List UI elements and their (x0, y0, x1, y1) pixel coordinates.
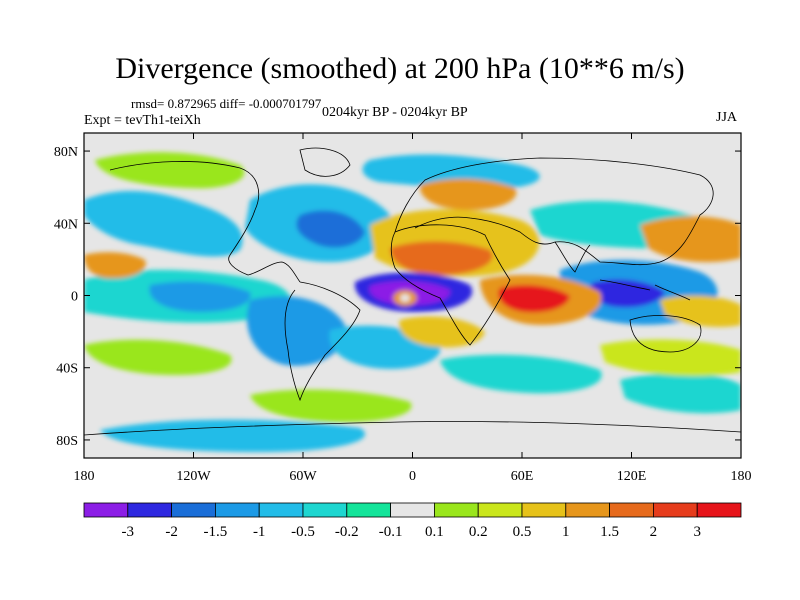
colorbar: -3 -2 -1.5 -1 -0.5 -0.2 -0.1 0.1 0.2 0.5 1 1.5 2 3 (83, 502, 742, 540)
lat-tick-label: 0 (71, 290, 78, 305)
colorbar-label: 0.2 (469, 524, 488, 540)
coastline-india (554, 241, 591, 273)
lon-tick-label: 60E (511, 469, 534, 484)
colorbar-swatch (127, 502, 173, 518)
colorbar-swatch (83, 502, 129, 518)
colorbar-swatch (258, 502, 304, 518)
colorbar-swatch (696, 502, 742, 518)
colorbar-label: -1.5 (204, 524, 228, 540)
coastline-africa (390, 224, 511, 346)
coastline-australia (629, 315, 702, 353)
lat-tick-label: 80S (56, 434, 78, 449)
contour-positive-west-africa-core (390, 241, 493, 276)
contour-positive-mediterranean (419, 178, 517, 210)
coastline-eurasia (394, 157, 714, 266)
lat-tick-label: 80N (54, 145, 78, 160)
lat-tick-label: 40S (56, 362, 78, 377)
contour-negative-maritime-core (590, 279, 665, 308)
colorbar-label: -0.5 (291, 524, 315, 540)
contour-negative-south-pacific (620, 372, 741, 414)
colorbar-swatch (521, 502, 567, 518)
divergence-field (84, 133, 741, 458)
contour-positive-south-atlantic-b (399, 316, 485, 348)
colorbar-label: 1.5 (600, 524, 619, 540)
contour-positive-south-atlantic (250, 389, 412, 423)
coastline-antarctica (84, 421, 741, 436)
colorbar-label: -0.1 (379, 524, 403, 540)
contour-negative-southern-ocean (440, 354, 602, 394)
lat-tick-label: 40N (54, 217, 78, 232)
colorbar-swatch (609, 502, 654, 518)
coastline-indonesia (599, 279, 691, 301)
colorbar-label: 0.1 (425, 524, 444, 540)
colorbar-label: 3 (693, 524, 701, 540)
contour-negative-north-atlantic-core (296, 210, 365, 248)
stats-text: rmsd= 0.872965 diff= -0.000701797 (131, 96, 322, 111)
colorbar-label: -0.2 (335, 524, 359, 540)
contour-positive-indian-ocean (600, 339, 741, 377)
contour-positive-north-pacific (95, 152, 245, 189)
colorbar-label: -2 (165, 524, 178, 540)
colorbar-label: -3 (122, 524, 135, 540)
map-title: Divergence (smoothed) at 200 hPa (10**6 … (115, 52, 685, 85)
colorbar-label: 2 (650, 524, 658, 540)
coastline-greenland (299, 147, 351, 177)
contour-negative-antarctic (100, 419, 366, 452)
experiment-text: Expt = tevTh1-teiXh (84, 113, 201, 128)
contour-negative-northwest-pacific (84, 190, 243, 257)
lon-tick-label: 120E (617, 469, 647, 484)
lon-tick-label: 120W (176, 469, 211, 484)
colorbar-swatch (302, 502, 348, 518)
lon-tick-label: 60W (289, 469, 317, 484)
contour-negative-south-america (246, 296, 346, 366)
colorbar-swatch (171, 502, 216, 518)
season-text: JJA (716, 110, 738, 125)
coastlines (84, 147, 741, 436)
colorbar-swatch (214, 502, 260, 518)
colorbar-swatch (346, 502, 391, 518)
coastline-north-america (109, 161, 301, 283)
latitude-axis: 80N 40N 0 40S 80S (54, 145, 741, 449)
contour-negative-east-pacific-core (149, 281, 251, 312)
coastline-south-america (284, 281, 361, 402)
contour-positive-south-indian (660, 295, 741, 327)
colorbar-swatch (433, 502, 479, 518)
contour-positive-western-pacific (640, 216, 741, 263)
lon-tick-label: 180 (731, 469, 752, 484)
longitude-axis: 180 120W 60W 0 60E 120E 180 (74, 133, 752, 484)
contour-neutral-gulf-of-guinea-ring (400, 294, 410, 302)
lon-tick-label: 180 (74, 469, 95, 484)
colorbar-label: -1 (253, 524, 266, 540)
contour-positive-central-pacific (84, 252, 146, 279)
lon-tick-label: 0 (409, 469, 416, 484)
contour-positive-east-africa-core (498, 285, 570, 313)
colorbar-swatch (565, 502, 610, 518)
colorbar-label: 1 (562, 524, 570, 540)
colorbar-swatch (390, 502, 435, 518)
colorbar-swatch (477, 502, 523, 518)
contour-negative-arctic-band (362, 154, 540, 189)
colorbar-label: 0.5 (513, 524, 532, 540)
period-text: 0204kyr BP - 0204kyr BP (322, 105, 468, 120)
colorbar-swatch (653, 502, 698, 518)
contour-positive-south-pacific (84, 339, 232, 376)
